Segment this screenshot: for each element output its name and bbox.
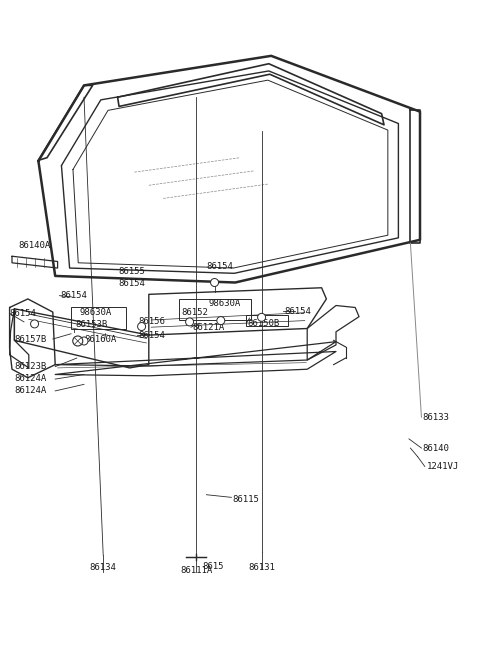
Text: 86124A: 86124A bbox=[14, 386, 47, 396]
Text: 86111A: 86111A bbox=[180, 566, 213, 575]
Text: 86124A: 86124A bbox=[14, 374, 47, 383]
Bar bbox=[179, 299, 251, 320]
Circle shape bbox=[217, 317, 225, 325]
Text: 86140: 86140 bbox=[422, 443, 449, 453]
Text: 86154: 86154 bbox=[206, 262, 233, 271]
Text: 86134: 86134 bbox=[90, 562, 117, 572]
Circle shape bbox=[258, 313, 265, 321]
Text: 86152: 86152 bbox=[181, 308, 208, 317]
Circle shape bbox=[186, 318, 193, 326]
Text: 86123B: 86123B bbox=[14, 362, 47, 371]
Circle shape bbox=[211, 279, 218, 286]
Circle shape bbox=[73, 336, 83, 346]
Text: 98630A: 98630A bbox=[79, 308, 111, 317]
Text: 86154: 86154 bbox=[119, 279, 145, 288]
Text: 86155: 86155 bbox=[119, 267, 145, 277]
Text: 86156: 86156 bbox=[138, 317, 165, 327]
Text: 86131: 86131 bbox=[248, 562, 275, 572]
Text: 86154: 86154 bbox=[285, 307, 312, 316]
Bar bbox=[246, 315, 288, 326]
Text: 86133: 86133 bbox=[422, 413, 449, 422]
Circle shape bbox=[80, 337, 88, 345]
Text: 98630A: 98630A bbox=[209, 299, 241, 308]
Text: 86160A: 86160A bbox=[84, 334, 116, 344]
Text: 86115: 86115 bbox=[233, 495, 260, 504]
Text: 86154: 86154 bbox=[138, 330, 165, 340]
Text: 86140A: 86140A bbox=[18, 241, 50, 250]
Text: 8615: 8615 bbox=[203, 562, 224, 572]
Text: 86157B: 86157B bbox=[14, 334, 47, 344]
Text: 86154: 86154 bbox=[60, 291, 87, 300]
Text: 1241VJ: 1241VJ bbox=[427, 462, 459, 471]
Text: 86121A: 86121A bbox=[192, 323, 224, 332]
Text: 86153B: 86153B bbox=[76, 320, 108, 329]
Circle shape bbox=[31, 320, 38, 328]
Circle shape bbox=[138, 323, 145, 330]
Bar bbox=[71, 307, 126, 328]
Text: 86154: 86154 bbox=[10, 309, 36, 318]
Text: 86150B: 86150B bbox=[247, 319, 279, 328]
